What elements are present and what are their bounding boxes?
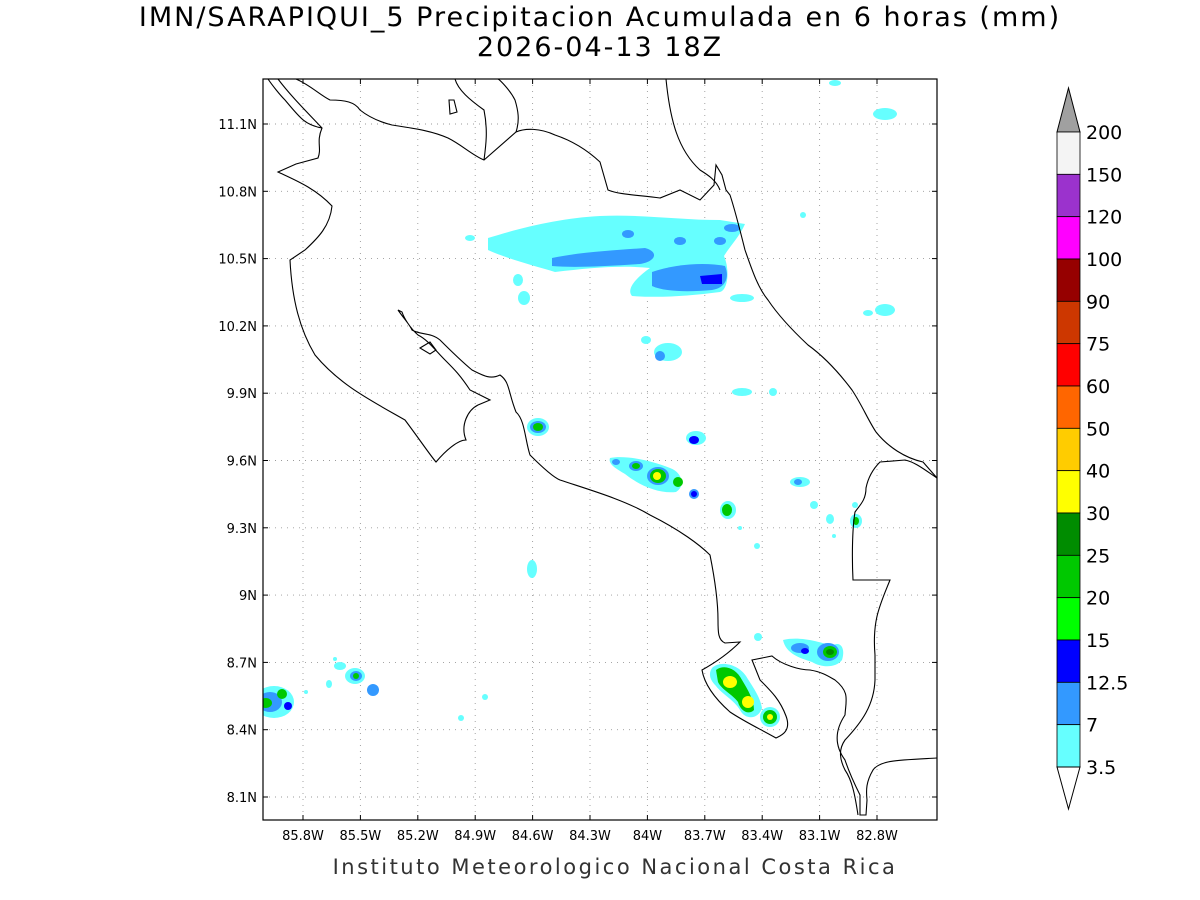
legend-swatch [1056,343,1081,387]
precip-cluster-south [263,633,844,727]
longitude-labels: 85.8W 85.5W 85.2W 84.9W 84.6W 84.3W 84W 83.7W 83… [282,829,898,844]
lat-tick-label: 9.6N [227,455,257,470]
precip-cluster-central [527,336,862,578]
map-frame [262,78,938,821]
north-coast [295,79,937,479]
legend-label: 100 [1086,249,1122,271]
legend-label: 150 [1086,164,1122,186]
lon-tick-label: 83.4W [741,829,783,844]
precip-cluster-north [465,80,897,316]
legend-swatch [1056,300,1081,345]
legend-swatch [1056,427,1081,472]
pacific-coast [263,79,937,816]
legend-swatch [1056,258,1081,302]
panama-north [665,79,721,191]
gulf-islet [418,341,437,355]
legend-top-arrow [1056,86,1081,133]
coastlines [263,79,937,816]
legend-swatch [1056,131,1081,175]
nicoya-inner [267,79,323,129]
legend-label: 60 [1086,376,1110,398]
color-legend: 200 150 120 100 90 75 60 50 40 30 25 20 15 12.5 7 3.5 [1056,86,1128,811]
map-subtitle: 2026-04-13 18Z [476,32,724,63]
lat-tick-label: 8.4N [227,724,257,739]
lat-tick-label: 9.3N [227,522,257,537]
legend-label: 3.5 [1086,757,1116,779]
lon-tick-label: 83.7W [684,829,726,844]
lake-islet [448,99,458,115]
legend-swatch [1056,597,1081,641]
precipitation-shading [263,80,897,727]
legend-swatch [1056,724,1081,768]
lon-tick-label: 84.3W [569,829,611,844]
legend-swatch [1056,512,1081,556]
legend-label: 75 [1086,334,1110,356]
legend-label: 40 [1086,461,1110,483]
lon-tick-label: 85.2W [397,829,439,844]
legend-label: 120 [1086,207,1122,229]
lat-tick-label: 8.7N [227,656,257,671]
map-grid [263,79,937,820]
lat-tick-label: 8.1N [227,791,257,806]
lat-tick-label: 10.8N [218,185,257,200]
lon-tick-label: 83.1W [799,829,841,844]
legend-swatch [1056,470,1081,514]
footer-credit: Instituto Meteorologico Nacional Costa R… [332,855,898,879]
legend-label: 200 [1086,122,1122,144]
lon-tick-label: 84.6W [512,829,554,844]
legend-swatch [1056,173,1081,218]
legend-label: 7 [1086,715,1098,737]
map-title: IMN/SARAPIQUI_5 Precipitacion Acumulada … [138,2,1062,33]
lat-tick-label: 10.5N [218,253,257,268]
bay-north [454,79,519,161]
legend-label: 15 [1086,630,1110,652]
lat-tick-label: 10.2N [218,320,257,335]
legend-label: 30 [1086,503,1110,525]
lon-tick-label: 85.8W [282,829,324,844]
legend-swatch [1056,554,1081,599]
legend-label: 20 [1086,588,1110,610]
legend-swatch [1056,385,1081,429]
lat-tick-label: 9N [239,589,257,604]
legend-label: 90 [1086,291,1110,313]
legend-swatch [1056,639,1081,683]
lat-tick-label: 11.1N [218,118,257,133]
legend-swatch [1056,681,1081,726]
lon-tick-label: 84.9W [454,829,496,844]
legend-label: 25 [1086,545,1110,567]
legend-label: 50 [1086,418,1110,440]
lon-tick-label: 85.5W [339,829,381,844]
latitude-labels: 11.1N 10.8N 10.5N 10.2N 9.9N 9.6N 9.3N 9N 8.7N 8.… [218,118,257,806]
legend-bottom-arrow [1056,766,1081,811]
lat-tick-label: 9.9N [227,387,257,402]
caribbean-coast [839,459,937,816]
lon-tick-label: 82.8W [856,829,898,844]
legend-swatch [1056,216,1081,260]
legend-label: 12.5 [1086,672,1128,694]
lon-tick-label: 84W [633,829,663,844]
